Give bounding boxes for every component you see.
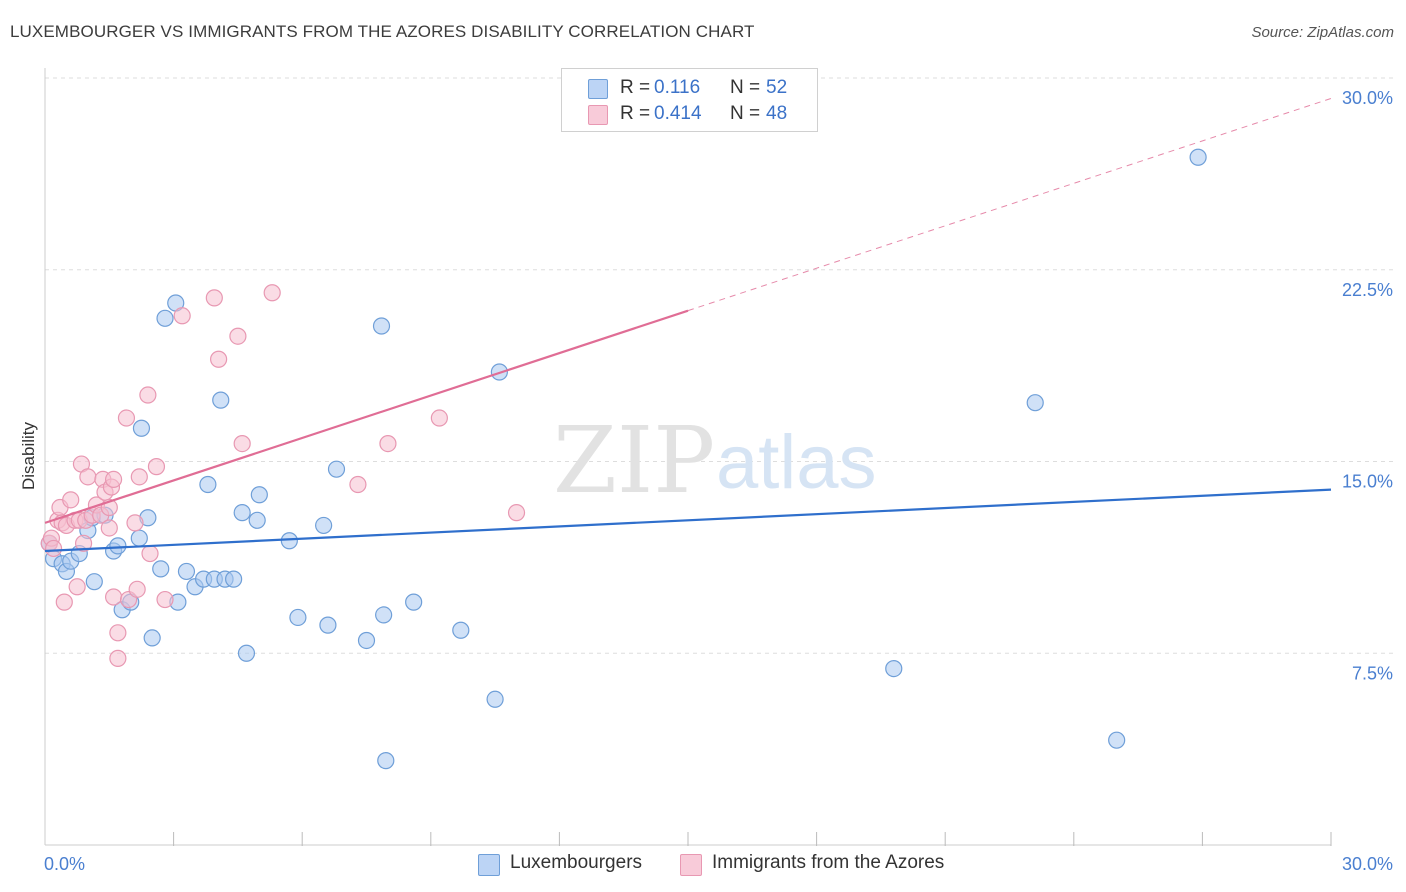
point-azores — [263, 284, 281, 302]
point-azores — [349, 475, 367, 494]
point-luxembourger — [199, 475, 217, 494]
point-luxembourger — [315, 516, 333, 535]
point-azores — [156, 590, 174, 609]
legend-n-value: 48 — [766, 103, 788, 124]
point-azores — [109, 624, 127, 642]
axes — [44, 68, 1332, 846]
stats-legend: R = 0.116 N = 52 R = 0.414 N = 48 — [561, 68, 818, 132]
x-tick-label-max: 30.0% — [1342, 854, 1393, 874]
legend-swatch-blue — [478, 854, 500, 876]
point-luxembourger — [143, 629, 161, 647]
point-azores — [430, 409, 448, 427]
point-luxembourger — [177, 562, 196, 581]
x-tick-labels: 0.0% 30.0% — [44, 854, 1393, 874]
point-azores — [210, 350, 228, 368]
y-tick-label: 30.0% — [1342, 88, 1393, 108]
point-azores — [55, 593, 73, 611]
point-azores — [104, 470, 123, 488]
y-tick-label: 7.5% — [1352, 663, 1393, 683]
point-luxembourger — [130, 529, 148, 547]
point-luxembourger — [1026, 394, 1044, 412]
series-legend: Luxembourgers Immigrants from the Azores — [0, 852, 1406, 878]
point-luxembourger — [1108, 731, 1126, 749]
point-luxembourger — [132, 419, 151, 437]
point-luxembourger — [1189, 148, 1207, 166]
point-luxembourger — [85, 573, 103, 591]
point-luxembourger — [109, 537, 127, 555]
point-azores — [100, 519, 118, 537]
chart-title: LUXEMBOURGER VS IMMIGRANTS FROM THE AZOR… — [10, 22, 755, 41]
point-luxembourger — [152, 560, 170, 578]
y-axis-label: Disability — [19, 421, 38, 490]
trend-line-azores — [44, 309, 689, 524]
trend-lines — [44, 97, 1332, 553]
point-luxembourger — [486, 690, 504, 708]
legend-swatch-pink — [680, 854, 702, 876]
point-azores — [117, 409, 136, 427]
point-azores — [68, 578, 86, 596]
point-azores — [130, 468, 148, 486]
point-azores — [205, 289, 223, 307]
watermark-zip: ZIP — [553, 407, 715, 514]
point-azores — [507, 504, 526, 522]
point-azores — [44, 539, 63, 558]
point-luxembourger — [452, 621, 470, 639]
point-luxembourger — [319, 616, 337, 634]
point-luxembourger — [237, 644, 256, 662]
point-luxembourger — [225, 570, 243, 588]
trend-line-azores-projection — [687, 97, 1332, 312]
legend-n-label: N = — [730, 103, 761, 124]
point-azores — [229, 327, 247, 345]
legend-n-label: N = — [730, 77, 761, 98]
point-luxembourger — [375, 606, 393, 624]
legend-r-value: 0.414 — [654, 103, 702, 124]
point-azores — [147, 458, 166, 476]
point-azores — [62, 491, 80, 509]
point-azores — [379, 435, 397, 453]
point-luxembourger — [327, 460, 346, 478]
point-azores — [141, 544, 159, 563]
point-luxembourger — [233, 504, 251, 522]
point-azores — [104, 588, 123, 606]
point-luxembourger — [377, 752, 395, 770]
point-azores — [128, 580, 146, 598]
point-luxembourger — [280, 532, 298, 550]
y-tick-label: 15.0% — [1342, 472, 1393, 492]
legend-n-value: 52 — [766, 77, 788, 98]
legend-r-label: R = — [620, 77, 651, 98]
point-luxembourger — [250, 486, 268, 504]
legend-label-luxembourgers: Luxembourgers — [510, 852, 643, 873]
legend-label-azores: Immigrants from the Azores — [712, 852, 945, 873]
legend-r-value: 0.116 — [654, 77, 701, 98]
watermark-atlas: atlas — [716, 420, 877, 505]
point-azores — [109, 649, 127, 667]
point-azores — [233, 435, 251, 453]
point-azores — [74, 534, 93, 552]
point-azores — [79, 468, 97, 486]
point-luxembourger — [357, 631, 376, 650]
data-points — [40, 148, 1207, 770]
point-azores — [139, 386, 157, 404]
point-azores — [126, 514, 144, 532]
point-luxembourger — [156, 309, 174, 327]
legend-r-label: R = — [620, 103, 651, 124]
legend-swatch-pink — [588, 105, 608, 125]
point-luxembourger — [248, 511, 266, 529]
point-luxembourger — [885, 659, 903, 678]
source-note: Source: ZipAtlas.com — [1251, 24, 1394, 41]
watermark: ZIP atlas — [553, 407, 877, 514]
y-tick-labels: 7.5% 15.0% 22.5% 30.0% — [1342, 88, 1393, 683]
point-azores — [173, 307, 191, 325]
point-luxembourger — [405, 593, 423, 611]
trend-line-luxembourgers — [44, 488, 1332, 553]
legend-swatch-blue — [588, 79, 608, 99]
x-tick-label-min: 0.0% — [44, 854, 85, 874]
gridlines — [45, 77, 1393, 654]
point-luxembourger — [212, 391, 230, 409]
y-tick-label: 22.5% — [1342, 280, 1393, 300]
point-luxembourger — [372, 317, 391, 335]
point-luxembourger — [289, 608, 307, 627]
